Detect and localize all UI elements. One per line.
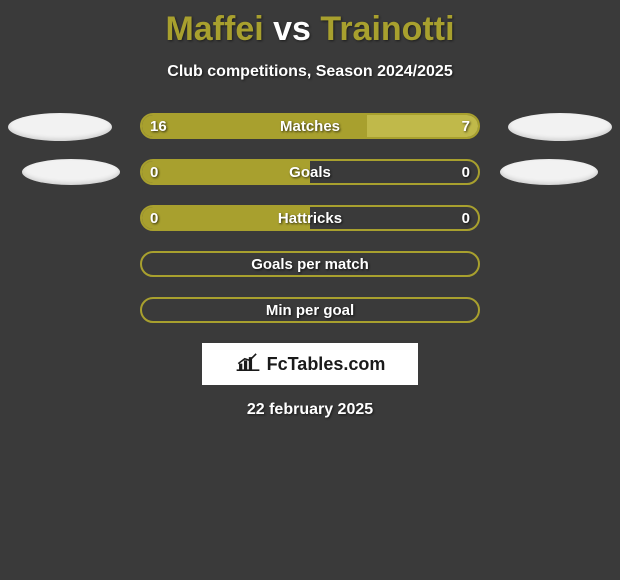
vs-text: vs: [273, 10, 311, 48]
bar-left: [142, 161, 310, 183]
player2-name: Trainotti: [320, 10, 454, 48]
brand-badge: FcTables.com: [202, 343, 418, 385]
subtitle: Club competitions, Season 2024/2025: [0, 63, 620, 81]
chart-icon: [235, 351, 261, 378]
stat-row: Goals per match: [0, 251, 620, 277]
stat-row: Min per goal: [0, 297, 620, 323]
bar-track: Hattricks: [140, 205, 480, 231]
bar-right: [367, 115, 478, 137]
bar-track: Goals: [140, 159, 480, 185]
bar-track: Min per goal: [140, 297, 480, 323]
stat-row: Matches167: [0, 113, 620, 139]
comparison-chart: Matches167 Goals00 Hattricks00 Goals per ma…: [0, 113, 620, 323]
bar-left: [142, 115, 367, 137]
page-title: Maffei vs Trainotti: [0, 0, 620, 49]
stat-row: Goals00: [0, 159, 620, 185]
bar-track: Goals per match: [140, 251, 480, 277]
player1-name: Maffei: [165, 10, 263, 48]
bar-left: [142, 207, 310, 229]
brand-text: FcTables.com: [267, 354, 386, 375]
stat-label: Min per goal: [142, 299, 478, 321]
date-label: 22 february 2025: [0, 401, 620, 419]
stat-label: Goals per match: [142, 253, 478, 275]
bar-track: Matches: [140, 113, 480, 139]
stat-row: Hattricks00: [0, 205, 620, 231]
